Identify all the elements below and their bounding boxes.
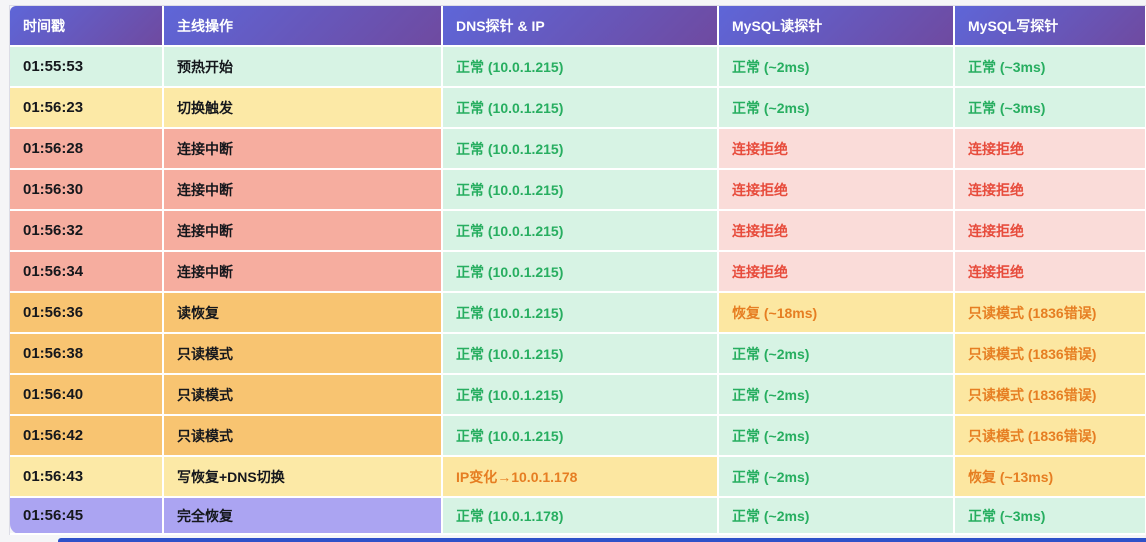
dns-probe-cell: 正常 (10.0.1.215) [442, 333, 719, 375]
table-row: 01:56:28 连接中断 正常 (10.0.1.215) 连接拒绝 连接拒绝 [10, 128, 1146, 170]
timestamp-cell: 01:56:42 [10, 415, 164, 457]
dns-probe-cell: 正常 (10.0.1.215) [442, 87, 719, 129]
operation-cell: 写恢复+DNS切换 [163, 456, 443, 498]
operation-cell: 连接中断 [163, 251, 443, 293]
operation-cell: 读恢复 [163, 292, 443, 334]
dns-probe-cell: 正常 (10.0.1.215) [442, 415, 719, 457]
table-row: 01:56:45 完全恢复 正常 (10.0.1.178) 正常 (~2ms) … [10, 497, 1146, 535]
mysql-write-probe-cell: 正常 (~3ms) [954, 46, 1146, 88]
table-row: 01:56:43 写恢复+DNS切换 IP变化→10.0.1.178 正常 (~… [10, 456, 1146, 498]
timestamp-cell: 01:56:38 [10, 333, 164, 375]
mysql-read-probe-cell: 正常 (~2ms) [718, 497, 955, 535]
column-header-mysql-read: MySQL读探针 [718, 6, 955, 47]
table-row: 01:56:42 只读模式 正常 (10.0.1.215) 正常 (~2ms) … [10, 415, 1146, 457]
mysql-write-probe-cell: 只读模式 (1836错误) [954, 415, 1146, 457]
timestamp-cell: 01:56:36 [10, 292, 164, 334]
operation-cell: 切换触发 [163, 87, 443, 129]
mysql-read-probe-cell: 恢复 (~18ms) [718, 292, 955, 334]
mysql-write-probe-cell: 正常 (~3ms) [954, 497, 1146, 535]
mysql-write-probe-cell: 只读模式 (1836错误) [954, 292, 1146, 334]
column-header-timestamp: 时间戳 [10, 6, 164, 47]
dns-probe-cell: 正常 (10.0.1.215) [442, 46, 719, 88]
mysql-write-probe-cell: 恢复 (~13ms) [954, 456, 1146, 498]
dns-probe-cell: 正常 (10.0.1.178) [442, 497, 719, 535]
mysql-read-probe-cell: 正常 (~2ms) [718, 415, 955, 457]
operation-cell: 连接中断 [163, 210, 443, 252]
table-row: 01:56:38 只读模式 正常 (10.0.1.215) 正常 (~2ms) … [10, 333, 1146, 375]
operation-cell: 完全恢复 [163, 497, 443, 535]
timestamp-cell: 01:56:28 [10, 128, 164, 170]
operation-cell: 预热开始 [163, 46, 443, 88]
table-row: 01:56:23 切换触发 正常 (10.0.1.215) 正常 (~2ms) … [10, 87, 1146, 129]
timestamp-cell: 01:56:45 [10, 497, 164, 535]
table-row: 01:56:34 连接中断 正常 (10.0.1.215) 连接拒绝 连接拒绝 [10, 251, 1146, 293]
mysql-read-probe-cell: 连接拒绝 [718, 169, 955, 211]
table-row: 01:56:32 连接中断 正常 (10.0.1.215) 连接拒绝 连接拒绝 [10, 210, 1146, 252]
mysql-read-probe-cell: 正常 (~2ms) [718, 46, 955, 88]
table-row: 01:56:40 只读模式 正常 (10.0.1.215) 正常 (~2ms) … [10, 374, 1146, 416]
failover-timeline-table: 时间戳 主线操作 DNS探针 & IP MySQL读探针 MySQL写探针 01… [10, 6, 1146, 535]
timestamp-cell: 01:55:53 [10, 46, 164, 88]
mysql-write-probe-cell: 只读模式 (1836错误) [954, 374, 1146, 416]
dns-probe-cell: 正常 (10.0.1.215) [442, 169, 719, 211]
timestamp-cell: 01:56:43 [10, 456, 164, 498]
column-header-dns-probe: DNS探针 & IP [442, 6, 719, 47]
mysql-write-probe-cell: 连接拒绝 [954, 169, 1146, 211]
mysql-write-probe-cell: 只读模式 (1836错误) [954, 333, 1146, 375]
dns-probe-cell: IP变化→10.0.1.178 [442, 456, 719, 498]
operation-cell: 只读模式 [163, 415, 443, 457]
timestamp-cell: 01:56:23 [10, 87, 164, 129]
next-section-top-edge [58, 538, 1146, 542]
timestamp-cell: 01:56:32 [10, 210, 164, 252]
column-header-operation: 主线操作 [163, 6, 443, 47]
table-row: 01:55:53 预热开始 正常 (10.0.1.215) 正常 (~2ms) … [10, 46, 1146, 88]
dns-probe-cell: 正常 (10.0.1.215) [442, 292, 719, 334]
operation-cell: 只读模式 [163, 374, 443, 416]
timestamp-cell: 01:56:34 [10, 251, 164, 293]
mysql-read-probe-cell: 正常 (~2ms) [718, 456, 955, 498]
timestamp-cell: 01:56:40 [10, 374, 164, 416]
table-row: 01:56:30 连接中断 正常 (10.0.1.215) 连接拒绝 连接拒绝 [10, 169, 1146, 211]
timestamp-cell: 01:56:30 [10, 169, 164, 211]
mysql-read-probe-cell: 正常 (~2ms) [718, 374, 955, 416]
timeline-table-container: 时间戳 主线操作 DNS探针 & IP MySQL读探针 MySQL写探针 01… [9, 5, 1146, 535]
mysql-read-probe-cell: 连接拒绝 [718, 210, 955, 252]
dns-probe-cell: 正常 (10.0.1.215) [442, 210, 719, 252]
dns-probe-cell: 正常 (10.0.1.215) [442, 374, 719, 416]
mysql-read-probe-cell: 正常 (~2ms) [718, 87, 955, 129]
dns-probe-cell: 正常 (10.0.1.215) [442, 128, 719, 170]
mysql-read-probe-cell: 连接拒绝 [718, 128, 955, 170]
mysql-read-probe-cell: 正常 (~2ms) [718, 333, 955, 375]
dns-probe-cell: 正常 (10.0.1.215) [442, 251, 719, 293]
mysql-read-probe-cell: 连接拒绝 [718, 251, 955, 293]
header-row: 时间戳 主线操作 DNS探针 & IP MySQL读探针 MySQL写探针 [10, 6, 1146, 47]
mysql-write-probe-cell: 连接拒绝 [954, 128, 1146, 170]
column-header-mysql-write: MySQL写探针 [954, 6, 1146, 47]
mysql-write-probe-cell: 连接拒绝 [954, 210, 1146, 252]
mysql-write-probe-cell: 正常 (~3ms) [954, 87, 1146, 129]
operation-cell: 连接中断 [163, 128, 443, 170]
operation-cell: 连接中断 [163, 169, 443, 211]
mysql-write-probe-cell: 连接拒绝 [954, 251, 1146, 293]
table-row: 01:56:36 读恢复 正常 (10.0.1.215) 恢复 (~18ms) … [10, 292, 1146, 334]
operation-cell: 只读模式 [163, 333, 443, 375]
